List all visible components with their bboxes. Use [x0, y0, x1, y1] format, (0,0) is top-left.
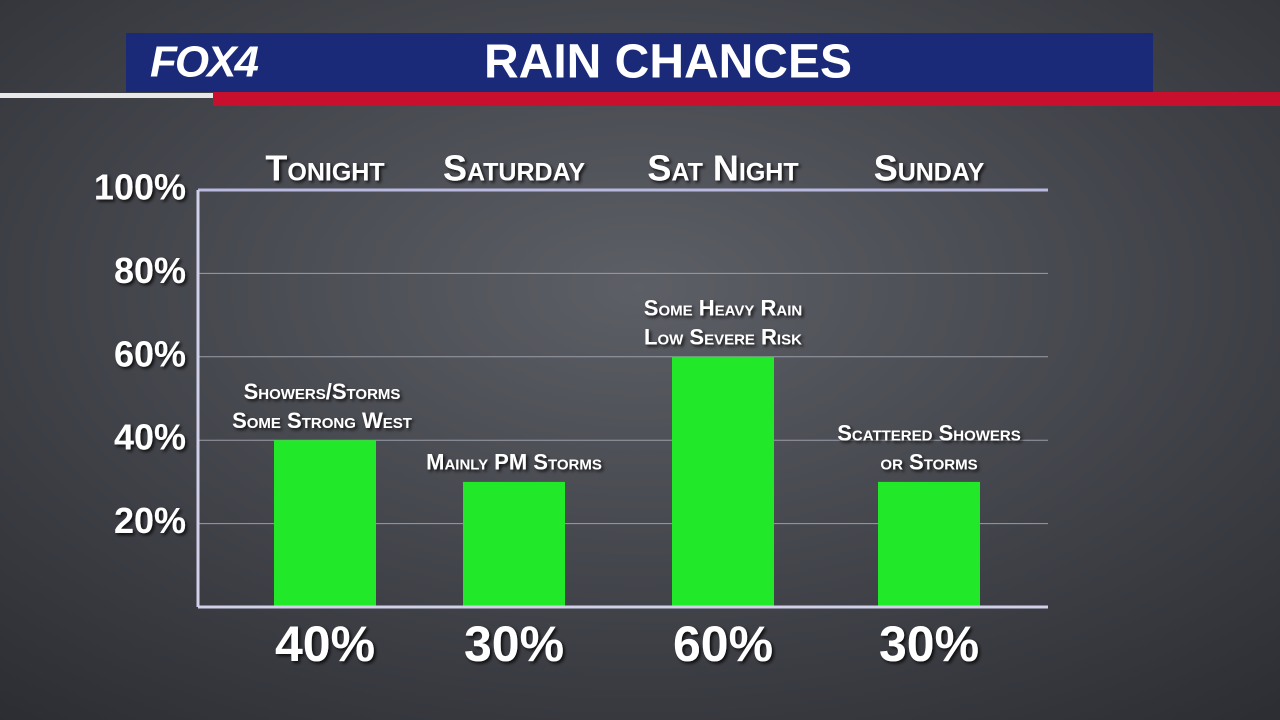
y-tick-label: 80% — [114, 250, 186, 291]
bar — [672, 356, 774, 607]
annotation: Low Severe Risk — [644, 325, 802, 350]
annotation: Some Strong West — [232, 408, 412, 433]
category-label: Tonight — [265, 148, 384, 189]
value-label: 30% — [879, 616, 979, 672]
value-label: 40% — [275, 616, 375, 672]
category-label: Saturday — [443, 148, 585, 189]
annotation: or Storms — [880, 450, 977, 475]
category-label: Sunday — [874, 148, 985, 189]
annotation: Some Heavy Rain — [644, 296, 802, 321]
value-label: 30% — [464, 616, 564, 672]
value-label: 60% — [673, 616, 773, 672]
brand: FOX4 — [150, 38, 258, 87]
bar — [274, 440, 376, 607]
y-tick-label: 40% — [114, 417, 186, 458]
y-tick-label: 100% — [94, 167, 186, 208]
annotation: Mainly PM Storms — [426, 450, 602, 475]
y-tick-label: 20% — [114, 500, 186, 541]
bar — [463, 481, 565, 607]
annotation: Scattered Showers — [837, 421, 1021, 446]
header-stripe — [213, 92, 1280, 106]
chart-title: RAIN CHANCES — [484, 36, 852, 89]
category-label: Sat Night — [647, 148, 798, 189]
header-bar — [126, 33, 1153, 92]
y-tick-label: 60% — [114, 333, 186, 374]
bar — [878, 481, 980, 607]
annotation: Showers/Storms — [244, 379, 401, 404]
header-line — [0, 93, 213, 98]
